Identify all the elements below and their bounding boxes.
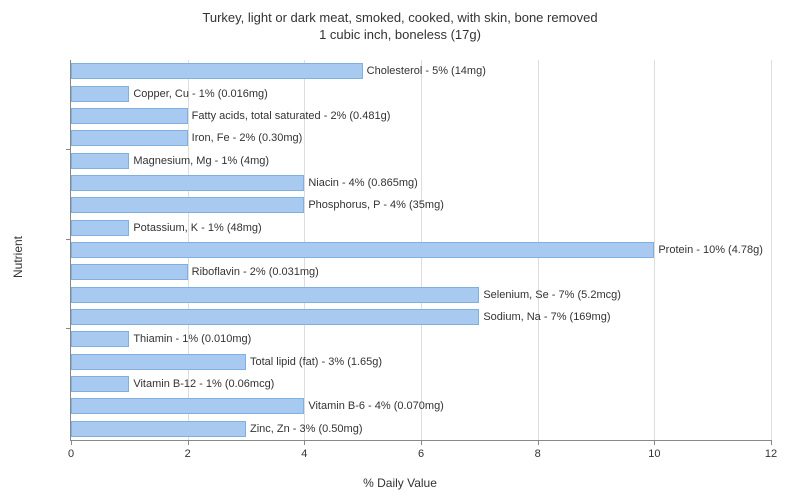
- bar-label: Phosphorus, P - 4% (35mg): [304, 197, 444, 213]
- bar-label: Copper, Cu - 1% (0.016mg): [129, 86, 268, 102]
- bar: [71, 220, 129, 236]
- bar: [71, 130, 188, 146]
- x-tick-label: 8: [535, 448, 541, 460]
- x-tick-mark: [304, 440, 305, 445]
- bar-label: Vitamin B-12 - 1% (0.06mcg): [129, 376, 274, 392]
- bar: [71, 354, 246, 370]
- x-tick-label: 12: [765, 448, 777, 460]
- x-tick-mark: [771, 440, 772, 445]
- bar-label: Iron, Fe - 2% (0.30mg): [188, 130, 303, 146]
- bar: [71, 264, 188, 280]
- nutrient-chart: Turkey, light or dark meat, smoked, cook…: [0, 0, 800, 500]
- bar: [71, 309, 479, 325]
- bar: [71, 398, 304, 414]
- bar: [71, 376, 129, 392]
- bar-label: Niacin - 4% (0.865mg): [304, 175, 417, 191]
- x-tick-mark: [538, 440, 539, 445]
- x-tick-mark: [188, 440, 189, 445]
- x-tick-mark: [421, 440, 422, 445]
- bar: [71, 287, 479, 303]
- y-tick-mark: [66, 149, 71, 150]
- bar: [71, 63, 363, 79]
- bar-label: Riboflavin - 2% (0.031mg): [188, 264, 319, 280]
- bar-label: Fatty acids, total saturated - 2% (0.481…: [188, 108, 391, 124]
- bar: [71, 421, 246, 437]
- x-tick-label: 0: [68, 448, 74, 460]
- bar-label: Zinc, Zn - 3% (0.50mg): [246, 421, 362, 437]
- y-tick-mark: [66, 328, 71, 329]
- x-tick-mark: [71, 440, 72, 445]
- y-axis-label: Nutrient: [11, 236, 25, 278]
- x-tick-label: 6: [418, 448, 424, 460]
- chart-title: Turkey, light or dark meat, smoked, cook…: [0, 0, 800, 44]
- bar-label: Thiamin - 1% (0.010mg): [129, 331, 251, 347]
- bar-label: Magnesium, Mg - 1% (4mg): [129, 153, 269, 169]
- y-tick-mark: [66, 239, 71, 240]
- bar: [71, 331, 129, 347]
- bar: [71, 108, 188, 124]
- x-tick-label: 4: [301, 448, 307, 460]
- bar: [71, 153, 129, 169]
- plot-area: 024681012Cholesterol - 5% (14mg)Copper, …: [70, 60, 771, 441]
- x-axis-label: % Daily Value: [363, 476, 437, 490]
- bar-label: Potassium, K - 1% (48mg): [129, 220, 261, 236]
- x-tick-mark: [654, 440, 655, 445]
- bar: [71, 242, 654, 258]
- x-tick-label: 2: [185, 448, 191, 460]
- title-line-1: Turkey, light or dark meat, smoked, cook…: [0, 10, 800, 27]
- gridline: [771, 60, 772, 440]
- x-tick-label: 10: [648, 448, 660, 460]
- bar: [71, 175, 304, 191]
- bar-label: Vitamin B-6 - 4% (0.070mg): [304, 398, 444, 414]
- bar-label: Protein - 10% (4.78g): [654, 242, 763, 258]
- bar-label: Sodium, Na - 7% (169mg): [479, 309, 610, 325]
- bar-label: Selenium, Se - 7% (5.2mcg): [479, 287, 621, 303]
- bar-label: Total lipid (fat) - 3% (1.65g): [246, 354, 382, 370]
- bar-label: Cholesterol - 5% (14mg): [363, 63, 486, 79]
- bar: [71, 197, 304, 213]
- bar: [71, 86, 129, 102]
- title-line-2: 1 cubic inch, boneless (17g): [0, 27, 800, 44]
